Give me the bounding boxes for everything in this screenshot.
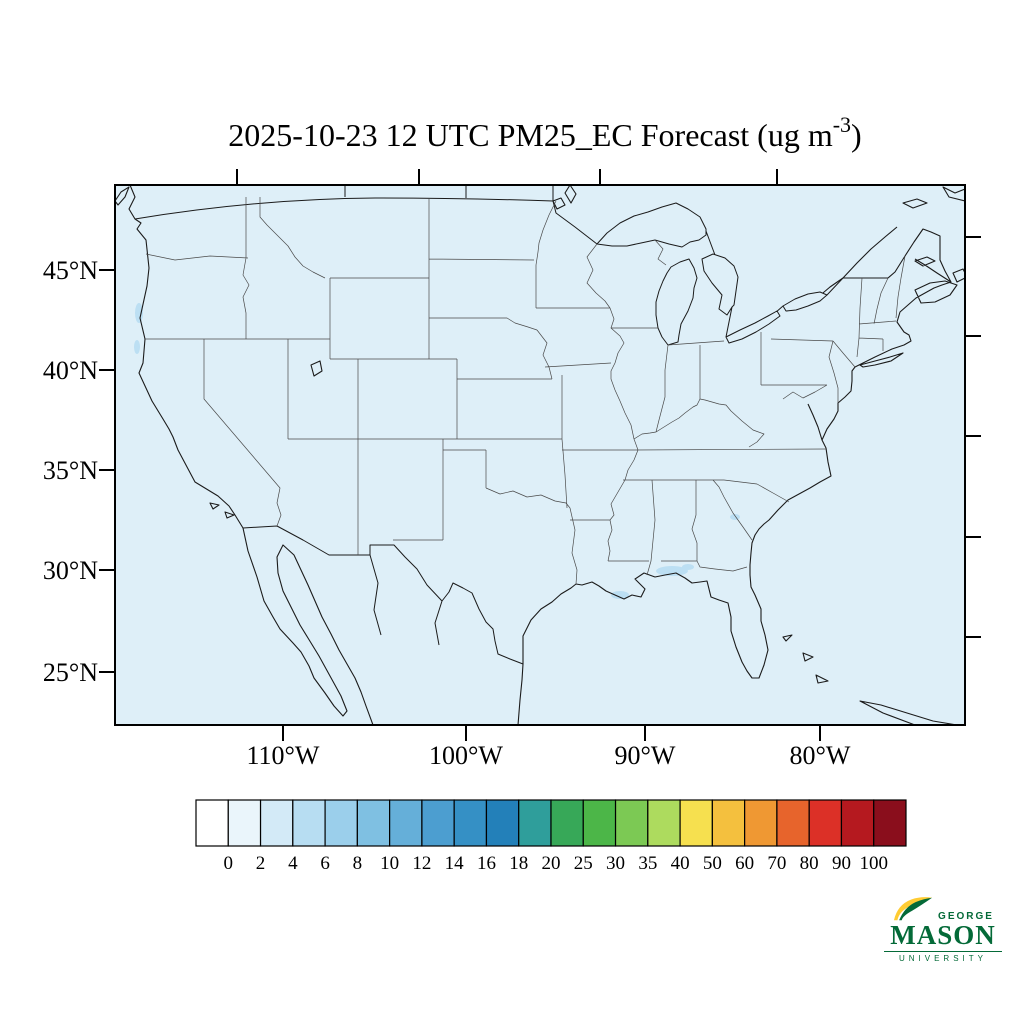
lat-tick-label: 30°N (43, 556, 98, 585)
lon-tick-label: 110°W (247, 741, 320, 770)
lat-tick-label: 35°N (43, 456, 98, 485)
great-lakes (596, 202, 828, 346)
colorbar-tick-label: 90 (832, 853, 851, 874)
colorbar-tick-label: 40 (671, 853, 690, 874)
colorbar-cell (195, 799, 229, 847)
colorbar-cell (485, 799, 520, 847)
map-panel (114, 184, 966, 726)
lat-tick-label: 25°N (43, 658, 98, 687)
colorbar-tick-label: 60 (735, 853, 754, 874)
gmu-logo-george-text: GEORGE (938, 911, 994, 922)
country-borders (134, 185, 844, 665)
colorbar-tick-label: 20 (542, 853, 561, 874)
colorbar-tick-label: 18 (509, 853, 528, 874)
colorbar-cell (292, 799, 326, 847)
colorbar-cell (324, 799, 358, 847)
colorbar-cell (840, 799, 875, 847)
colorbar-cell (518, 799, 552, 847)
colorbar-cell (679, 799, 713, 847)
colorbar-tick-label: 6 (320, 853, 330, 874)
lon-tick-label: 100°W (429, 741, 503, 770)
colorbar-tick-label: 100 (859, 853, 888, 874)
colorbar-tick-label: 80 (800, 853, 819, 874)
colorbar-tick-label: 8 (353, 853, 363, 874)
colorbar-cell (744, 799, 778, 847)
colorbar-tick-label: 35 (638, 853, 657, 874)
gmu-logo-university-text: UNIVERSITY (884, 951, 1002, 963)
colorbar-tick-label: 4 (288, 853, 298, 874)
colorbar-tick-label: 25 (574, 853, 593, 874)
colorbar-tick-label: 30 (606, 853, 625, 874)
colorbar-cell (647, 799, 681, 847)
colorbar-tick-label: 50 (703, 853, 722, 874)
coastline (115, 185, 965, 725)
colorbar-cell (614, 799, 649, 847)
colorbar-tick-label: 14 (445, 853, 465, 874)
colorbar-tick-label: 0 (224, 853, 234, 874)
colorbar-tick-label: 2 (256, 853, 265, 874)
lat-tick-label: 45°N (43, 256, 98, 285)
colorbar-tick-label: 16 (477, 853, 496, 874)
colorbar-cell (259, 799, 294, 847)
pm25-low-concentration-patches (134, 303, 740, 599)
plot-title: 2025-10-23 12 UTC PM25_EC Forecast (ug m… (228, 112, 861, 153)
colorbar: 0 2 4 6 8 10 12 14 16 18 20 25 30 35 40 50 60 70 80 90 100 (195, 799, 907, 874)
colorbar-cell (550, 799, 584, 847)
axis-ticks (99, 169, 981, 741)
colorbar-cell (711, 799, 746, 847)
colorbar-cell (453, 799, 488, 847)
gmu-logo: GEORGE MASON UNIVERSITY (884, 892, 1002, 963)
colorbar-tick-label: 10 (380, 853, 399, 874)
colorbar-cell (421, 799, 455, 847)
colorbar-tick-label: 70 (767, 853, 786, 874)
gmu-logo-mason-text: MASON (890, 920, 996, 950)
colorbar-cell (873, 799, 907, 847)
lat-tick-label: 40°N (43, 356, 98, 385)
state-borders (145, 197, 906, 585)
lon-tick-label: 80°W (790, 741, 851, 770)
colorbar-cell (389, 799, 423, 847)
lon-tick-label: 90°W (615, 741, 676, 770)
colorbar-tick-label: 12 (412, 853, 431, 874)
pm25-field-background (115, 185, 965, 725)
colorbar-cell (356, 799, 391, 847)
map-frame (114, 184, 966, 726)
colorbar-cell (808, 799, 843, 847)
colorbar-cell (776, 799, 810, 847)
colorbar-cell (582, 799, 617, 847)
gmu-leaf-swoosh-icon (893, 897, 933, 921)
colorbar-cell (227, 799, 262, 847)
